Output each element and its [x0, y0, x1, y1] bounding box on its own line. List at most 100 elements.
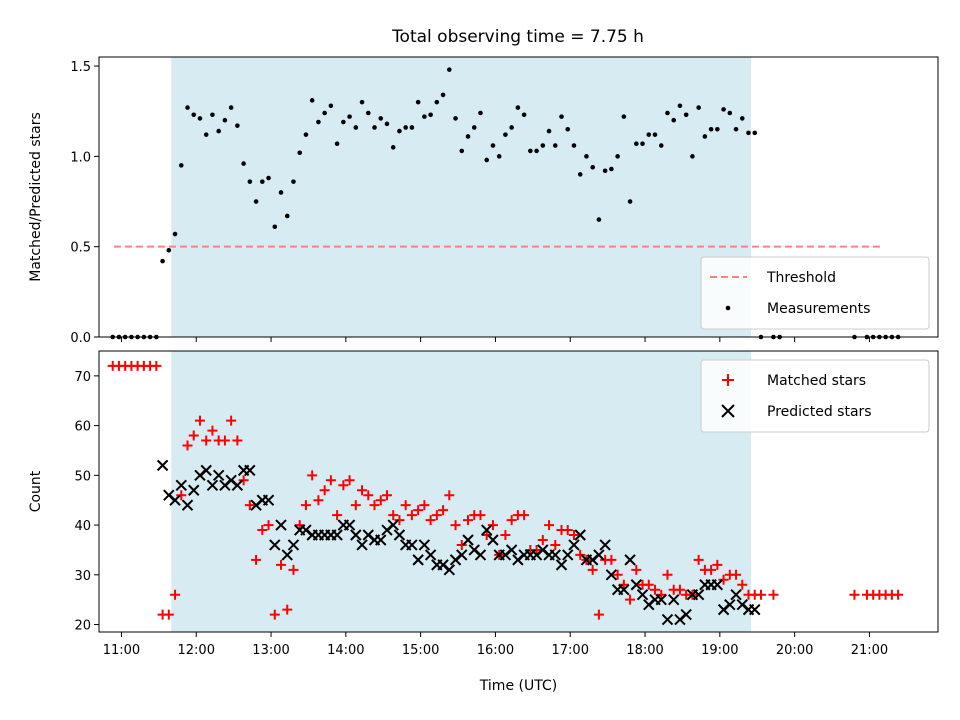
matched-star-point	[375, 495, 386, 506]
matched-star-point	[506, 515, 517, 526]
predicted-star-point	[343, 519, 356, 531]
legend-predicted-swatch	[721, 404, 735, 418]
x-tick-label: 19:00	[701, 643, 738, 658]
predicted-star-point	[481, 524, 493, 536]
measurement-point	[752, 130, 758, 136]
predicted-star-point	[375, 534, 387, 546]
matched-star-point	[163, 609, 174, 620]
matched-star-point	[219, 435, 230, 446]
matched-star-point	[587, 564, 598, 575]
matched-star-point	[381, 490, 392, 501]
x-tick-label: 21:00	[851, 643, 888, 658]
measurement-point	[596, 217, 602, 222]
predicted-star-point	[680, 608, 692, 621]
measurement-point	[658, 143, 664, 148]
matched-star-point	[388, 510, 399, 521]
matched-star-point	[849, 589, 860, 600]
measurement-point	[247, 179, 253, 184]
matched-star-point	[463, 515, 474, 526]
matched-star-point	[893, 589, 904, 600]
legend-ratio: Threshold Measurements	[700, 256, 930, 330]
matched-star-point	[444, 490, 455, 501]
measurement-point	[403, 125, 408, 130]
y-tick-label: 30	[74, 569, 91, 584]
predicted-star-point	[730, 588, 742, 601]
predicted-star-point	[462, 534, 474, 546]
measurement-point	[727, 110, 733, 116]
matched-star-point	[631, 564, 642, 575]
measurement-point	[540, 143, 546, 148]
measurement-point	[509, 125, 514, 130]
predicted-star-point	[175, 479, 187, 491]
matched-star-point	[338, 480, 349, 491]
matched-star-point	[706, 564, 717, 575]
measurement-point	[515, 105, 521, 110]
measurement-point	[191, 112, 197, 118]
legend-measurement-swatch	[725, 305, 731, 311]
matched-star-point	[238, 475, 249, 486]
predicted-star-point	[356, 539, 368, 551]
legend-box	[700, 359, 930, 433]
x-tick-label: 13:00	[252, 643, 289, 658]
predicted-star-point	[281, 549, 293, 561]
measurement-point	[390, 145, 396, 150]
predicted-star-point	[231, 479, 244, 491]
measurement-point	[590, 164, 595, 170]
matched-star-point	[674, 584, 685, 595]
predicted-star-point	[574, 529, 586, 541]
measurement-point	[646, 132, 652, 137]
measurement-point	[185, 105, 190, 110]
measurement-point	[634, 141, 639, 147]
predicted-star-point	[562, 549, 574, 561]
predicted-star-point	[711, 579, 724, 591]
matched-star-point	[170, 589, 181, 600]
measurement-point	[528, 148, 533, 154]
measurement-point	[640, 141, 645, 147]
matched-star-point	[269, 609, 280, 620]
matched-star-point	[693, 554, 704, 565]
matched-star-point	[207, 425, 218, 436]
x-tick-label: 17:00	[552, 643, 589, 658]
matched-star-point	[575, 549, 586, 560]
measurement-point	[746, 130, 751, 136]
chart-title: Total observing time = 7.75 h	[391, 27, 644, 47]
matched-star-point	[662, 569, 673, 580]
measurement-point	[241, 161, 246, 166]
measurement-point	[347, 114, 352, 119]
measurement-point	[359, 99, 365, 105]
measurement-point	[353, 125, 359, 130]
predicted-star-point	[568, 539, 580, 551]
matched-star-point	[550, 539, 561, 550]
measurement-point	[690, 154, 695, 159]
y-axis-ticks-ratio: 0.0 0.5 1.0 1.5	[70, 60, 99, 346]
measurement-point	[671, 117, 677, 123]
matched-star-point	[319, 485, 330, 496]
legend-label: Predicted stars	[767, 404, 872, 420]
matched-star-point	[519, 510, 530, 521]
predicted-star-point	[692, 588, 705, 601]
measurement-point	[434, 99, 440, 105]
measurement-point	[677, 103, 683, 109]
shaded-span-top	[171, 57, 752, 337]
matched-star-point	[431, 510, 442, 521]
matched-star-point	[731, 569, 742, 580]
measurement-point	[291, 179, 296, 184]
predicted-star-point	[169, 494, 181, 506]
measurement-point	[465, 134, 471, 139]
y-tick-label: 0.0	[70, 331, 91, 346]
predicted-star-point	[412, 554, 424, 566]
predicted-star-point	[244, 464, 256, 477]
measurement-point	[478, 110, 483, 116]
measurement-point	[453, 116, 458, 121]
measurement-point	[683, 112, 689, 118]
measurement-point	[203, 132, 209, 137]
matched-star-point	[755, 589, 766, 600]
measurement-point	[303, 132, 309, 137]
predicted-star-point	[474, 549, 487, 561]
measurement-point	[309, 98, 315, 103]
measurement-point	[733, 126, 739, 132]
measurement-point	[284, 213, 290, 219]
measurement-point	[334, 141, 340, 147]
measurement-point	[521, 112, 527, 118]
shaded-span-bottom	[171, 351, 752, 632]
